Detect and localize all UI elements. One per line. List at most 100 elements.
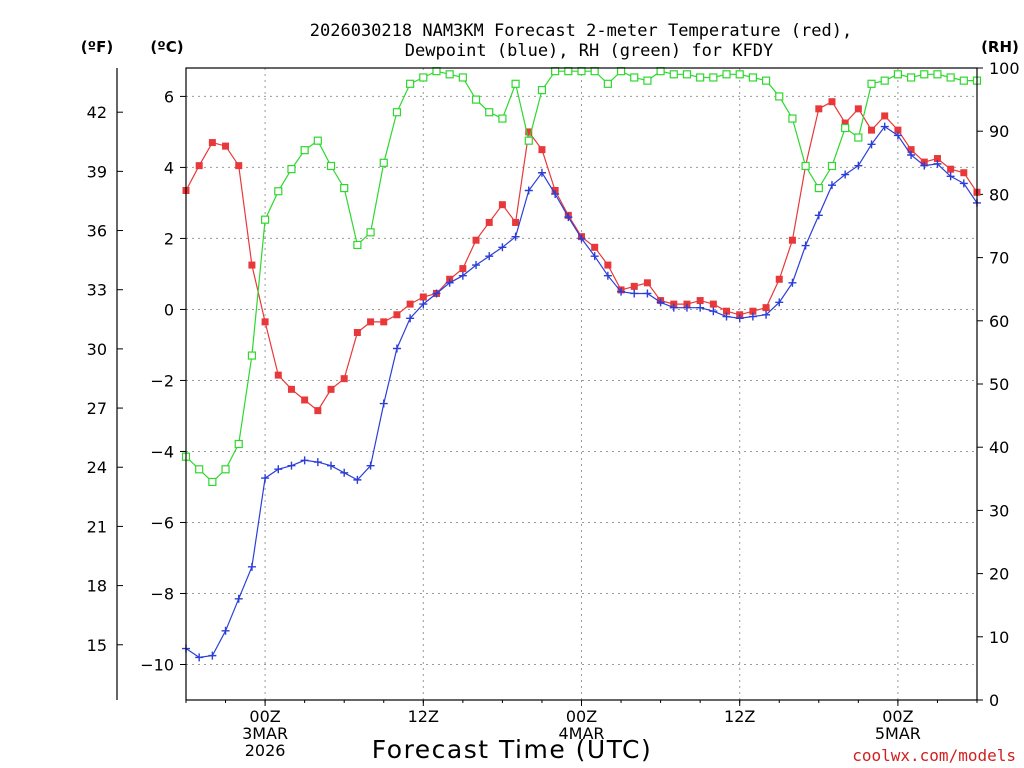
celsius-axis-unit-label: (ºC) [150, 38, 183, 56]
rh-point [682, 70, 692, 79]
temperature-point [353, 329, 361, 337]
time-tick-label: 12Z [724, 707, 755, 726]
dewpoint-point [590, 252, 599, 261]
fahrenheit-tick-label: 27 [87, 399, 107, 418]
rh-point [880, 76, 889, 85]
dewpoint-point [287, 461, 296, 470]
fahrenheit-tick-label: 42 [87, 103, 107, 122]
dewpoint-point [340, 468, 349, 477]
dewpoint-point [247, 562, 256, 571]
rh-point [287, 165, 296, 174]
rh-point [300, 146, 309, 155]
rh-point [247, 351, 257, 360]
temperature-point [788, 236, 796, 244]
temperature-point [261, 318, 269, 326]
rh-point [841, 123, 850, 133]
temperature-point [248, 261, 256, 269]
dewpoint-point [208, 651, 217, 660]
dewpoint-point [379, 399, 388, 408]
rh-point [577, 67, 586, 76]
temperature-point [894, 126, 902, 134]
rh-point [419, 73, 428, 82]
dewpoint-point [406, 314, 415, 323]
temperature-point [459, 265, 467, 273]
dewpoint-point [748, 312, 757, 321]
dewpoint-point [841, 170, 850, 179]
rh-point [893, 70, 903, 79]
rh-point [208, 477, 217, 487]
celsius-tick-label: −8 [150, 584, 174, 603]
celsius-tick-label: −2 [150, 371, 174, 390]
temperature-point [775, 275, 783, 283]
dewpoint-point [221, 626, 230, 635]
temperature-point [604, 261, 612, 269]
dewpoint-point [933, 159, 942, 168]
time-tick-label: 3MAR [242, 724, 288, 743]
temperature-point [643, 279, 651, 287]
rh-point [340, 183, 349, 193]
time-tick-label: 00Z [566, 707, 597, 726]
temperature-point [222, 142, 230, 150]
temperature-point [393, 311, 401, 319]
temperature-point [630, 282, 638, 290]
rh-point [274, 187, 283, 196]
rh-axis: 0 10 20 30 40 50 60 70 80 90 100 [977, 59, 1020, 710]
dewpoint-point [643, 289, 652, 298]
dewpoint-point [313, 458, 322, 467]
dewpoint-point [551, 190, 560, 199]
dewpoint-point [880, 122, 889, 131]
plot-frame [185, 67, 978, 701]
dewpoint-point [775, 298, 784, 307]
rh-line [185, 70, 977, 483]
temperature-point [591, 243, 599, 251]
temperature-point [314, 407, 322, 415]
temperature-point [485, 218, 493, 226]
temperature-point [709, 300, 717, 308]
temperature-series [182, 98, 981, 415]
dewpoint-point [524, 186, 533, 195]
rh-point [722, 70, 731, 79]
dewpoint-point [630, 289, 639, 298]
rh-point [366, 228, 375, 237]
temperature-point [841, 119, 849, 127]
fahrenheit-tick-label: 18 [87, 577, 107, 596]
dewpoint-point [867, 140, 876, 149]
time-tick-label: 5MAR [875, 724, 921, 743]
dewpoint-point [498, 243, 507, 252]
rh-point [221, 465, 230, 474]
rh-point [669, 70, 678, 79]
rh-point [195, 465, 204, 474]
celsius-tick-label: −4 [150, 442, 174, 461]
rh-point [524, 136, 533, 145]
dewpoint-point [827, 181, 836, 190]
temperature-point [723, 307, 731, 315]
rh-point [353, 240, 362, 250]
rh-point [854, 133, 863, 142]
temperature-point [762, 304, 770, 312]
dewpoint-point [788, 278, 797, 287]
celsius-tick-label: 0 [164, 300, 174, 319]
chart-title-line-2: Dewpoint (blue), RH (green) for KFDY [405, 41, 773, 61]
rh-tick-label: 90 [989, 122, 1009, 141]
temperature-point [235, 162, 243, 170]
celsius-tick-label: 6 [164, 87, 174, 106]
temperature-point [854, 105, 862, 113]
temperature-point [907, 146, 915, 154]
dewpoint-point [564, 213, 573, 222]
rh-point [630, 73, 639, 82]
dewpoint-point [300, 456, 309, 465]
time-tick-label: 00Z [882, 707, 913, 726]
temperature-point [512, 218, 520, 226]
rh-point [471, 95, 481, 104]
rh-point [485, 108, 494, 117]
dewpoint-point [458, 271, 467, 280]
x-axis-label: Forecast Time (UTC) [372, 735, 652, 764]
temperature-point [749, 307, 757, 315]
fahrenheit-axis-unit-label: (ºF) [81, 38, 113, 56]
fahrenheit-tick-label: 36 [87, 222, 107, 241]
dewpoint-point [762, 310, 771, 319]
rh-point [748, 73, 757, 82]
dewpoint-point [682, 303, 691, 312]
temperature-point [274, 371, 282, 379]
dewpoint-point [392, 344, 401, 353]
